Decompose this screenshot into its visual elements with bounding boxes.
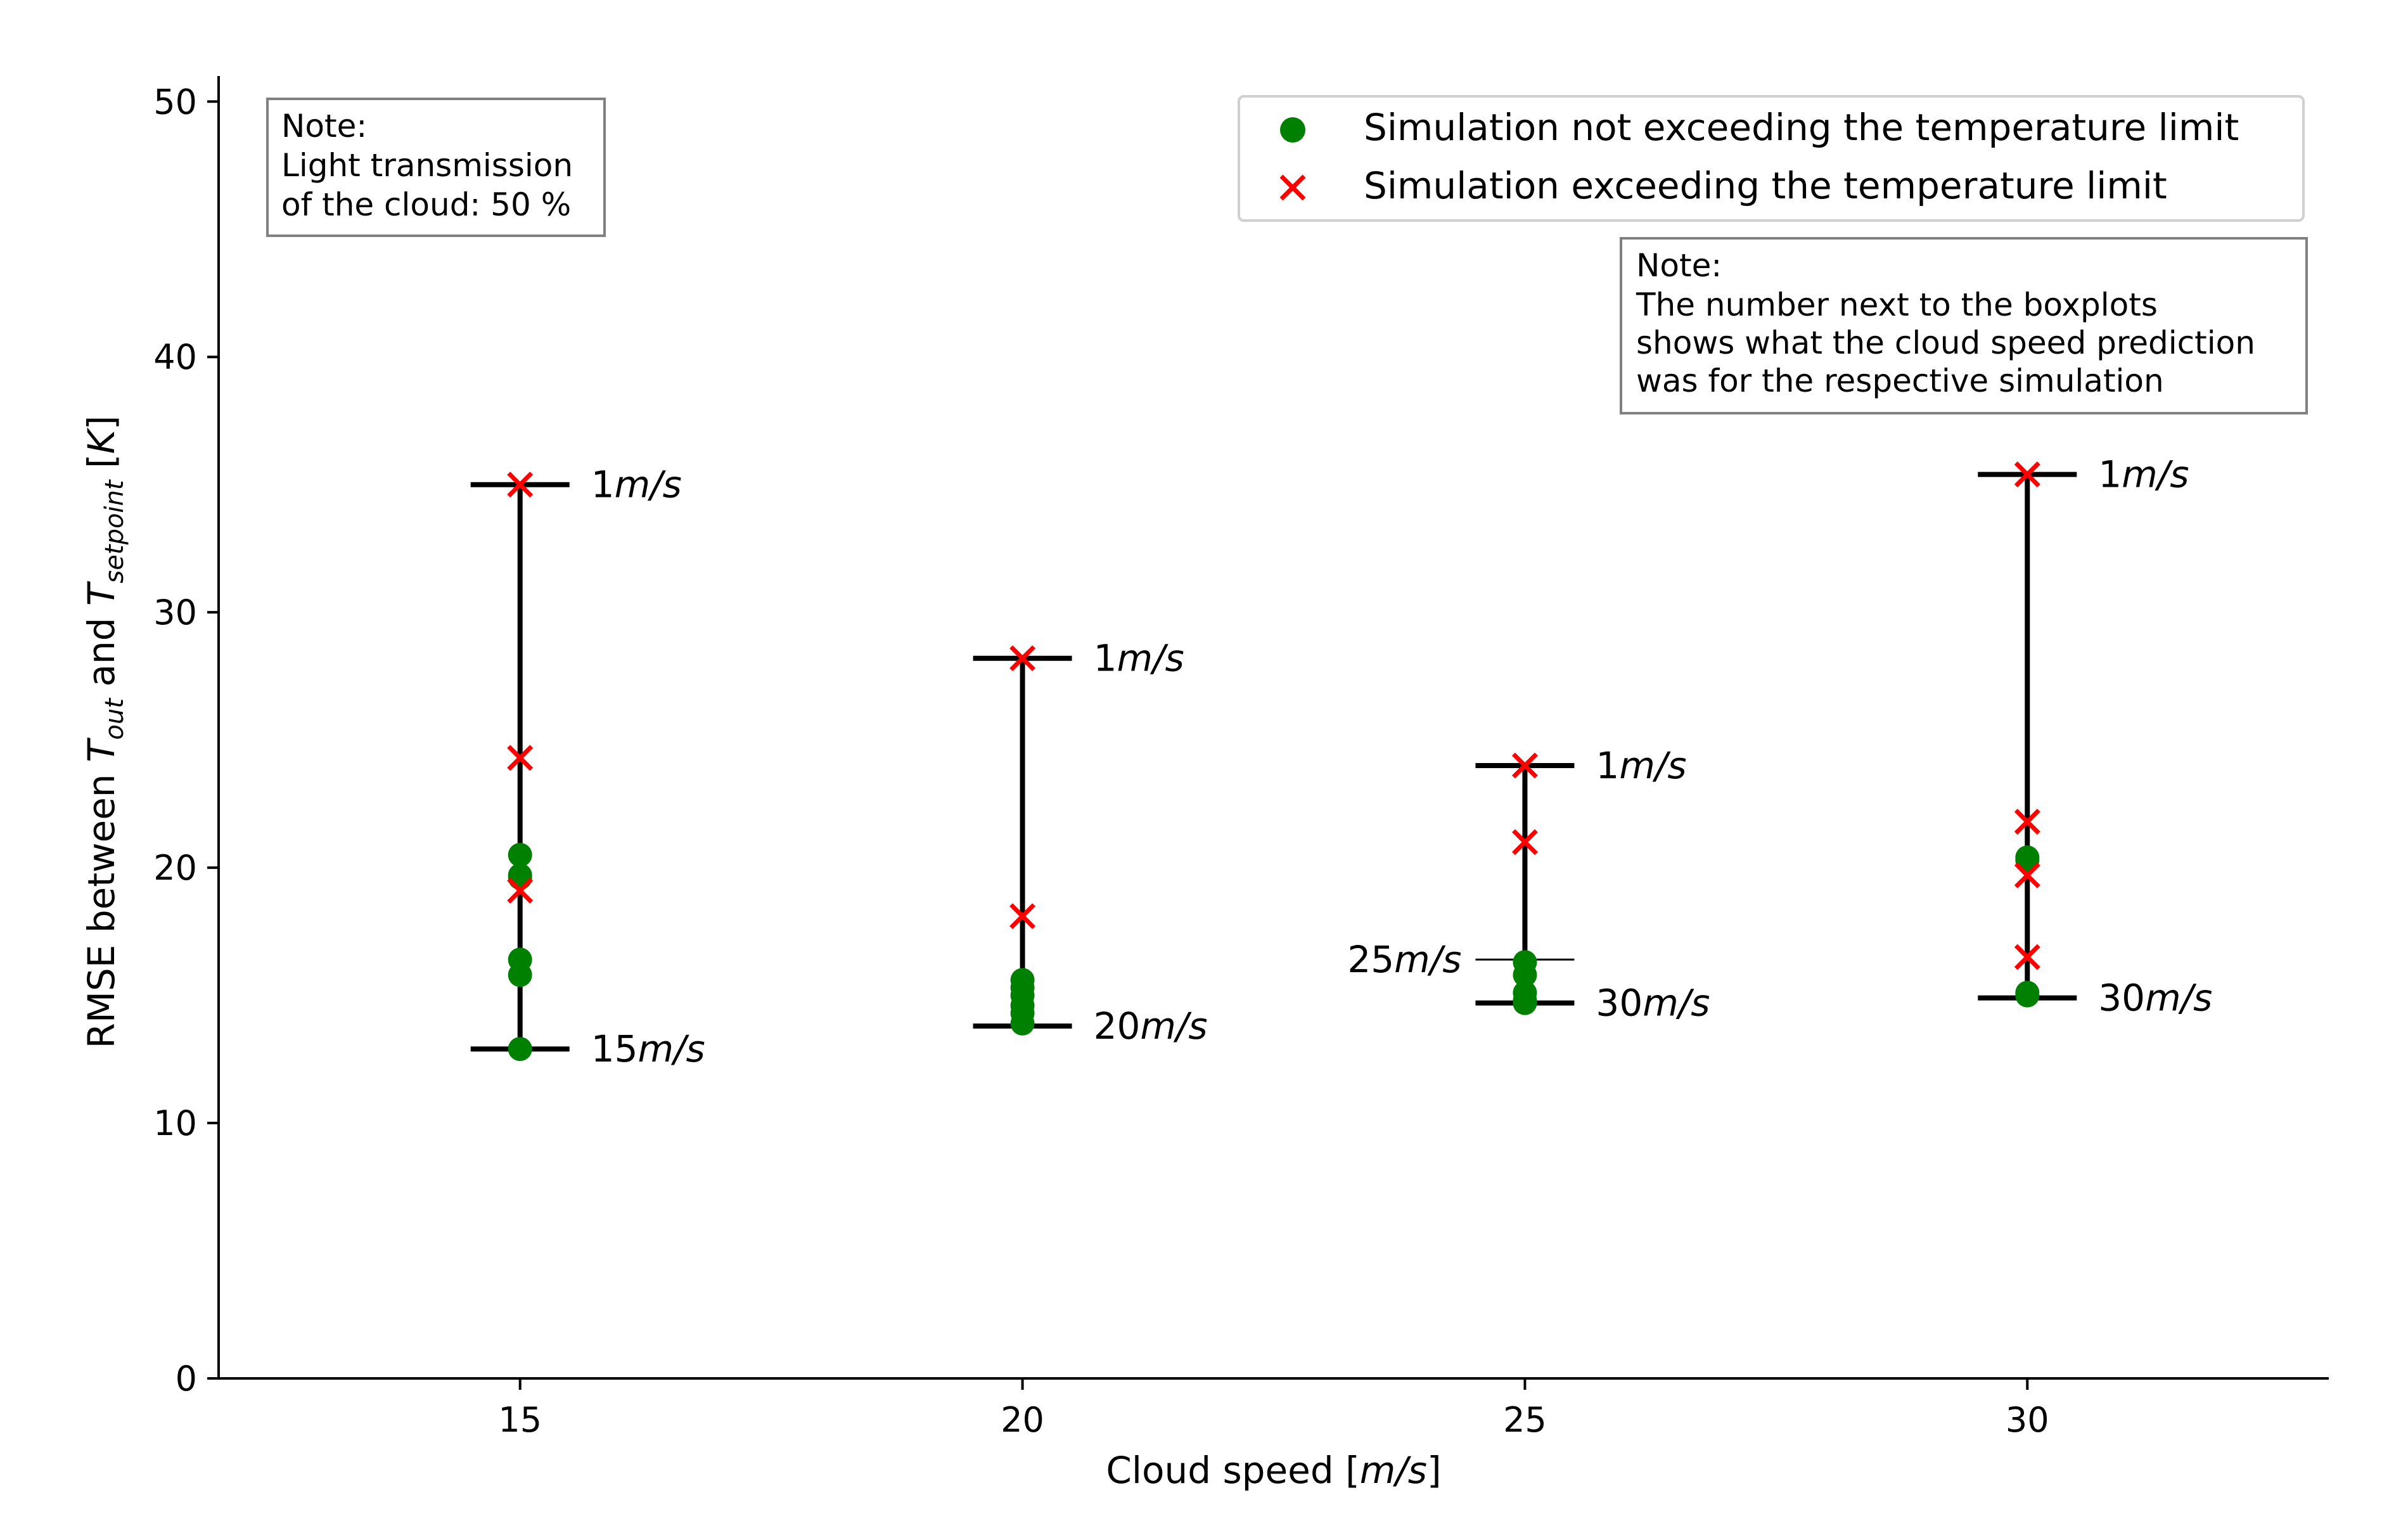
point-not-exceeding (1010, 1011, 1035, 1036)
point-exceeding (1009, 645, 1036, 672)
y-tick-label: 0 (176, 1359, 197, 1399)
point-not-exceeding (508, 842, 532, 867)
point-exceeding (2014, 862, 2040, 889)
y-axis-title: RMSE between Tout and Tsetpoint [K] (80, 416, 129, 1049)
point-exceeding (1511, 829, 1538, 856)
point-exceeding (2014, 461, 2040, 488)
x-tick-label: 25 (1503, 1400, 1547, 1440)
note-transmission-box: Note: Light transmission of the cloud: 5… (266, 98, 606, 237)
note-prediction-line: shows what the cloud speed prediction (1636, 324, 2255, 361)
point-not-exceeding (1513, 991, 1537, 1015)
note-prediction-line: The number next to the boxplots (1636, 286, 2158, 323)
legend-frame (1238, 95, 2305, 222)
note-transmission-line: Light transmission (281, 147, 573, 184)
note-transmission-line: of the cloud: 50 % (281, 186, 571, 223)
point-not-exceeding (508, 963, 532, 987)
note-transmission-line: Note: (281, 108, 367, 144)
note-prediction-box: Note: The number next to the boxplots sh… (1620, 237, 2308, 414)
axes (217, 76, 2329, 1380)
data-series: 1m/s 15m/s 1m/s 20m/s 1m/s 25m/s 30m/s 1m/s 30m/… (470, 453, 2212, 1070)
range-group: 1m/s 20m/s (973, 637, 1208, 1048)
point-exceeding (2014, 944, 2040, 970)
x-tick-label: 20 (1001, 1400, 1044, 1440)
note-prediction-line: Note: (1636, 247, 1722, 284)
point-not-exceeding (508, 1037, 532, 1062)
legend: Simulation not exceeding the temperature… (1238, 95, 2305, 222)
point-exceeding (1511, 752, 1538, 779)
x-tick-label: 15 (498, 1400, 542, 1440)
note-transmission-frame (266, 98, 606, 237)
y-tick-label: 30 (153, 593, 197, 632)
legend-exceed-label: Simulation exceeding the temperature lim… (1364, 164, 2167, 207)
point-exceeding (507, 745, 534, 771)
point-exceeding (1009, 903, 1036, 930)
x-axis-title: Cloud speed [m/s] (1106, 1449, 1441, 1492)
prediction-speed-label: 25m/s (1347, 938, 1461, 981)
prediction-speed-label: 1m/s (1596, 744, 1686, 787)
note-prediction-line: was for the respective simulation (1636, 363, 2164, 399)
prediction-speed-label: 30m/s (1596, 982, 1710, 1025)
prediction-speed-label: 1m/s (1094, 637, 1184, 680)
point-exceeding (2014, 809, 2040, 835)
prediction-speed-label: 20m/s (1094, 1004, 1208, 1048)
prediction-speed-label: 30m/s (2098, 977, 2212, 1020)
range-group: 1m/s 30m/s (1978, 453, 2212, 1020)
point-not-exceeding (508, 866, 532, 890)
note-prediction-frame (1620, 237, 2308, 414)
y-tick-label: 20 (153, 848, 197, 888)
ticks: 0 10 20 30 40 50 15 20 25 30 (153, 82, 2049, 1440)
y-tick-label: 50 (153, 82, 197, 122)
point-not-exceeding (2015, 848, 2040, 873)
range-group: 1m/s 25m/s 30m/s (1347, 744, 1710, 1025)
legend-ok-label: Simulation not exceeding the temperature… (1364, 106, 2239, 149)
point-not-exceeding (2015, 983, 2040, 1008)
prediction-speed-label: 15m/s (591, 1027, 705, 1070)
y-tick-label: 10 (153, 1103, 197, 1143)
y-tick-label: 40 (153, 337, 197, 377)
x-tick-label: 30 (2006, 1400, 2049, 1440)
legend-exceed-marker (1279, 174, 1306, 201)
point-exceeding (507, 472, 534, 498)
legend-ok-marker (1280, 117, 1305, 143)
prediction-speed-label: 1m/s (591, 463, 682, 506)
point-exceeding (507, 877, 534, 904)
prediction-speed-label: 1m/s (2098, 453, 2189, 496)
point-not-exceeding (1513, 963, 1537, 987)
range-group: 1m/s 15m/s (470, 463, 705, 1070)
